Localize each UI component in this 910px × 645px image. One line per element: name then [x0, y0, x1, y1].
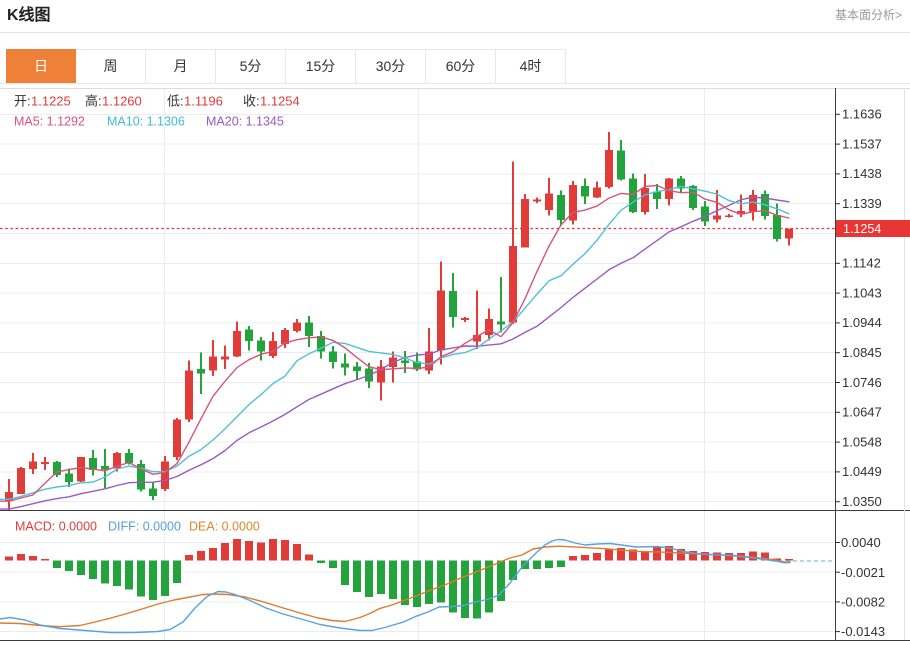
svg-text:1.1254: 1.1254 — [843, 222, 881, 236]
svg-text:1.1254: 1.1254 — [260, 94, 300, 109]
svg-text:1.0548: 1.0548 — [842, 434, 882, 449]
svg-text:1.0944: 1.0944 — [842, 315, 882, 330]
svg-text:1.1339: 1.1339 — [842, 196, 882, 211]
svg-text:1.1260: 1.1260 — [102, 94, 142, 109]
svg-text:1.1142: 1.1142 — [842, 256, 881, 271]
svg-text:高:: 高: — [85, 94, 102, 109]
svg-text:1.0350: 1.0350 — [842, 494, 882, 509]
svg-text:DIFF: 0.0000: DIFF: 0.0000 — [108, 520, 181, 534]
svg-text:0.0040: 0.0040 — [841, 535, 881, 550]
svg-text:收:: 收: — [243, 94, 260, 109]
svg-text:1.0647: 1.0647 — [842, 405, 882, 420]
svg-text:1.1438: 1.1438 — [842, 166, 882, 181]
svg-text:1.1225: 1.1225 — [31, 94, 71, 109]
svg-text:MACD: 0.0000: MACD: 0.0000 — [15, 520, 97, 534]
svg-text:1.1636: 1.1636 — [842, 107, 882, 122]
svg-text:1.1196: 1.1196 — [184, 94, 223, 109]
svg-text:MA20: 1.1345: MA20: 1.1345 — [206, 115, 284, 129]
svg-text:低:: 低: — [167, 94, 184, 109]
svg-text:DEA: 0.0000: DEA: 0.0000 — [189, 520, 260, 534]
svg-text:1.0449: 1.0449 — [842, 464, 882, 479]
svg-text:1.0845: 1.0845 — [842, 345, 882, 360]
svg-text:-0.0021: -0.0021 — [841, 565, 885, 580]
svg-text:1.1537: 1.1537 — [842, 136, 882, 151]
svg-text:MA10: 1.1306: MA10: 1.1306 — [107, 115, 185, 129]
svg-text:开:: 开: — [14, 94, 31, 109]
svg-text:MA5: 1.1292: MA5: 1.1292 — [14, 115, 85, 129]
svg-text:1.1043: 1.1043 — [842, 285, 882, 300]
svg-text:-0.0082: -0.0082 — [841, 595, 885, 610]
svg-text:1.0746: 1.0746 — [842, 375, 882, 390]
svg-text:-0.0143: -0.0143 — [841, 624, 885, 639]
